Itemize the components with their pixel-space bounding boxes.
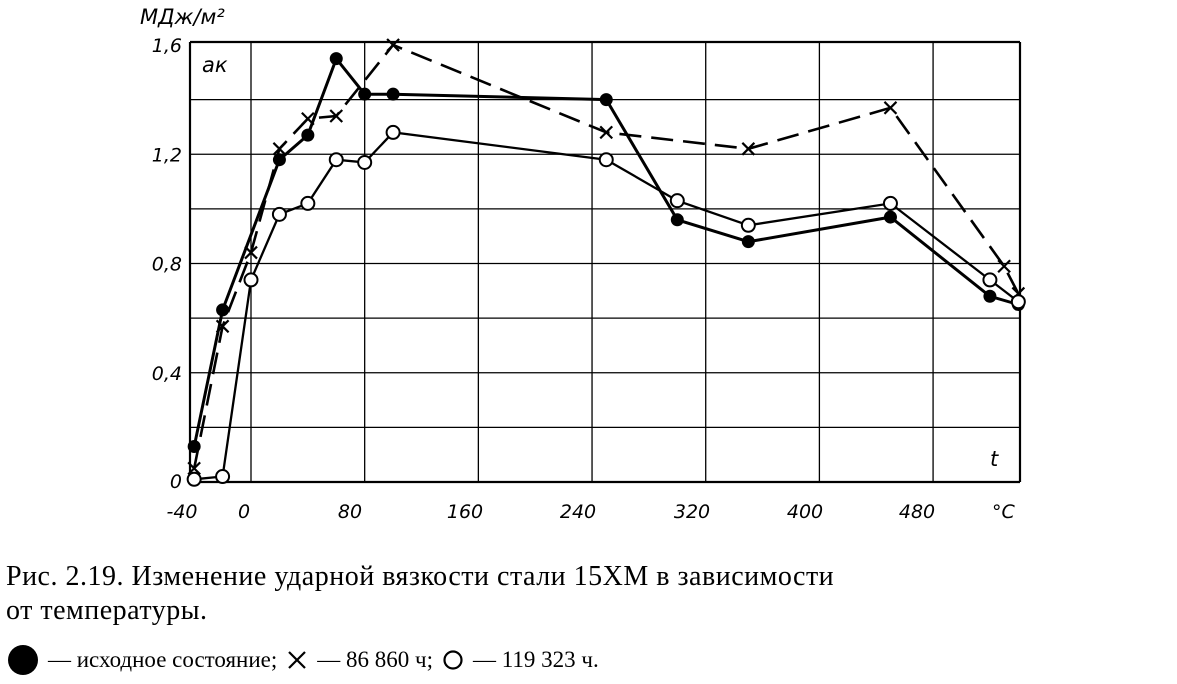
y-tick-label: 1,2 xyxy=(152,144,182,166)
x-tick-label: 160 xyxy=(447,501,483,523)
data-point-open xyxy=(357,154,373,170)
data-point-cross xyxy=(187,461,201,476)
data-point-filled xyxy=(670,213,684,227)
open-circle-marker-icon xyxy=(443,650,463,670)
data-point-cross xyxy=(215,319,230,334)
data-point-cross xyxy=(883,101,898,115)
data-point-open xyxy=(1010,294,1026,310)
x-axis-unit: °C xyxy=(992,501,1016,523)
x-tick-label: 480 xyxy=(899,501,935,523)
data-point-cross xyxy=(741,142,756,156)
data-point-cross xyxy=(301,111,315,126)
legend-item-3: — 119 323 ч. xyxy=(473,647,599,672)
x-tick-label: 0 xyxy=(238,501,250,523)
x-tick-label: 400 xyxy=(787,501,823,523)
series-line-filled-circle xyxy=(192,55,1019,447)
data-point-filled xyxy=(741,235,755,249)
data-point-open xyxy=(215,469,231,485)
cross-stroke xyxy=(883,101,898,115)
y-axis-unit-label: МДж/м² xyxy=(140,5,225,29)
filled-circle-marker-icon xyxy=(8,645,38,675)
cross-stroke xyxy=(215,319,230,334)
data-point-open xyxy=(328,152,344,168)
cross-stroke xyxy=(386,38,400,52)
data-point-open xyxy=(385,124,401,140)
x-tick-label: 80 xyxy=(338,501,362,523)
y-axis-symbol: aк xyxy=(202,53,228,77)
x-tick-label: 320 xyxy=(674,501,710,523)
cross-stroke xyxy=(244,245,258,260)
data-point-filled xyxy=(386,87,400,101)
figure-caption: Рис. 2.19. Изменение ударной вязкости ст… xyxy=(6,560,1174,628)
cross-stroke xyxy=(187,461,201,476)
data-point-cross xyxy=(386,38,400,52)
data-point-cross xyxy=(997,259,1011,274)
data-point-filled xyxy=(272,153,286,167)
x-tick-label: 240 xyxy=(560,501,596,523)
data-point-open xyxy=(271,206,287,222)
legend-item-2: — 86 860 ч; xyxy=(317,647,433,672)
legend-item-1: — исходное состояние; xyxy=(48,647,278,672)
series-line-open-circle xyxy=(194,131,1020,481)
chart-ticks: -40 0 80 160 240 320 400 480 0 0,4 0,8 1,2 1,6 xyxy=(152,35,935,523)
x-tick-label: -40 xyxy=(166,501,197,523)
cross-stroke xyxy=(997,259,1011,274)
data-point-open xyxy=(982,272,998,288)
data-point-filled xyxy=(883,210,897,224)
cross-stroke xyxy=(741,142,756,156)
data-point-filled xyxy=(358,87,372,101)
data-point-open xyxy=(669,193,685,209)
data-point-open xyxy=(243,272,259,288)
data-point-open xyxy=(300,195,316,211)
data-point-filled xyxy=(216,303,230,317)
data-point-filled xyxy=(329,52,343,66)
cross-stroke xyxy=(599,125,614,140)
data-point-cross xyxy=(599,125,614,140)
y-tick-label: 0 xyxy=(170,471,182,493)
data-point-open xyxy=(882,195,898,211)
cross-stroke xyxy=(329,109,344,123)
data-point-open xyxy=(740,217,756,233)
legend: — исходное состояние; — 86 860 ч; — 119 … xyxy=(6,642,599,678)
data-point-open xyxy=(598,152,614,168)
caption-line-2: от температуры. xyxy=(6,595,208,626)
cross-marker-icon xyxy=(288,651,307,669)
y-tick-label: 1,6 xyxy=(152,35,182,57)
series-line-cross xyxy=(192,43,1020,469)
data-point-filled xyxy=(301,128,315,142)
data-point-cross xyxy=(329,109,344,123)
data-point-open xyxy=(186,471,202,487)
caption-line-1: Рис. 2.19. Изменение ударной вязкости ст… xyxy=(6,561,835,592)
cross-stroke xyxy=(301,111,315,126)
y-tick-label: 0,4 xyxy=(152,363,182,385)
y-tick-label: 0,8 xyxy=(152,254,182,276)
data-point-cross xyxy=(244,245,258,260)
chart-series xyxy=(186,38,1026,487)
data-point-cross xyxy=(272,142,287,156)
data-point-filled xyxy=(983,289,997,303)
data-point-filled xyxy=(599,93,613,107)
cross-stroke xyxy=(272,142,287,156)
chart-grid xyxy=(188,40,1022,484)
x-axis-label: t xyxy=(990,447,999,471)
impact-toughness-chart: -40 0 80 160 240 320 400 480 0 0,4 0,8 1,2 1,6 МДж/м… xyxy=(140,5,1026,523)
